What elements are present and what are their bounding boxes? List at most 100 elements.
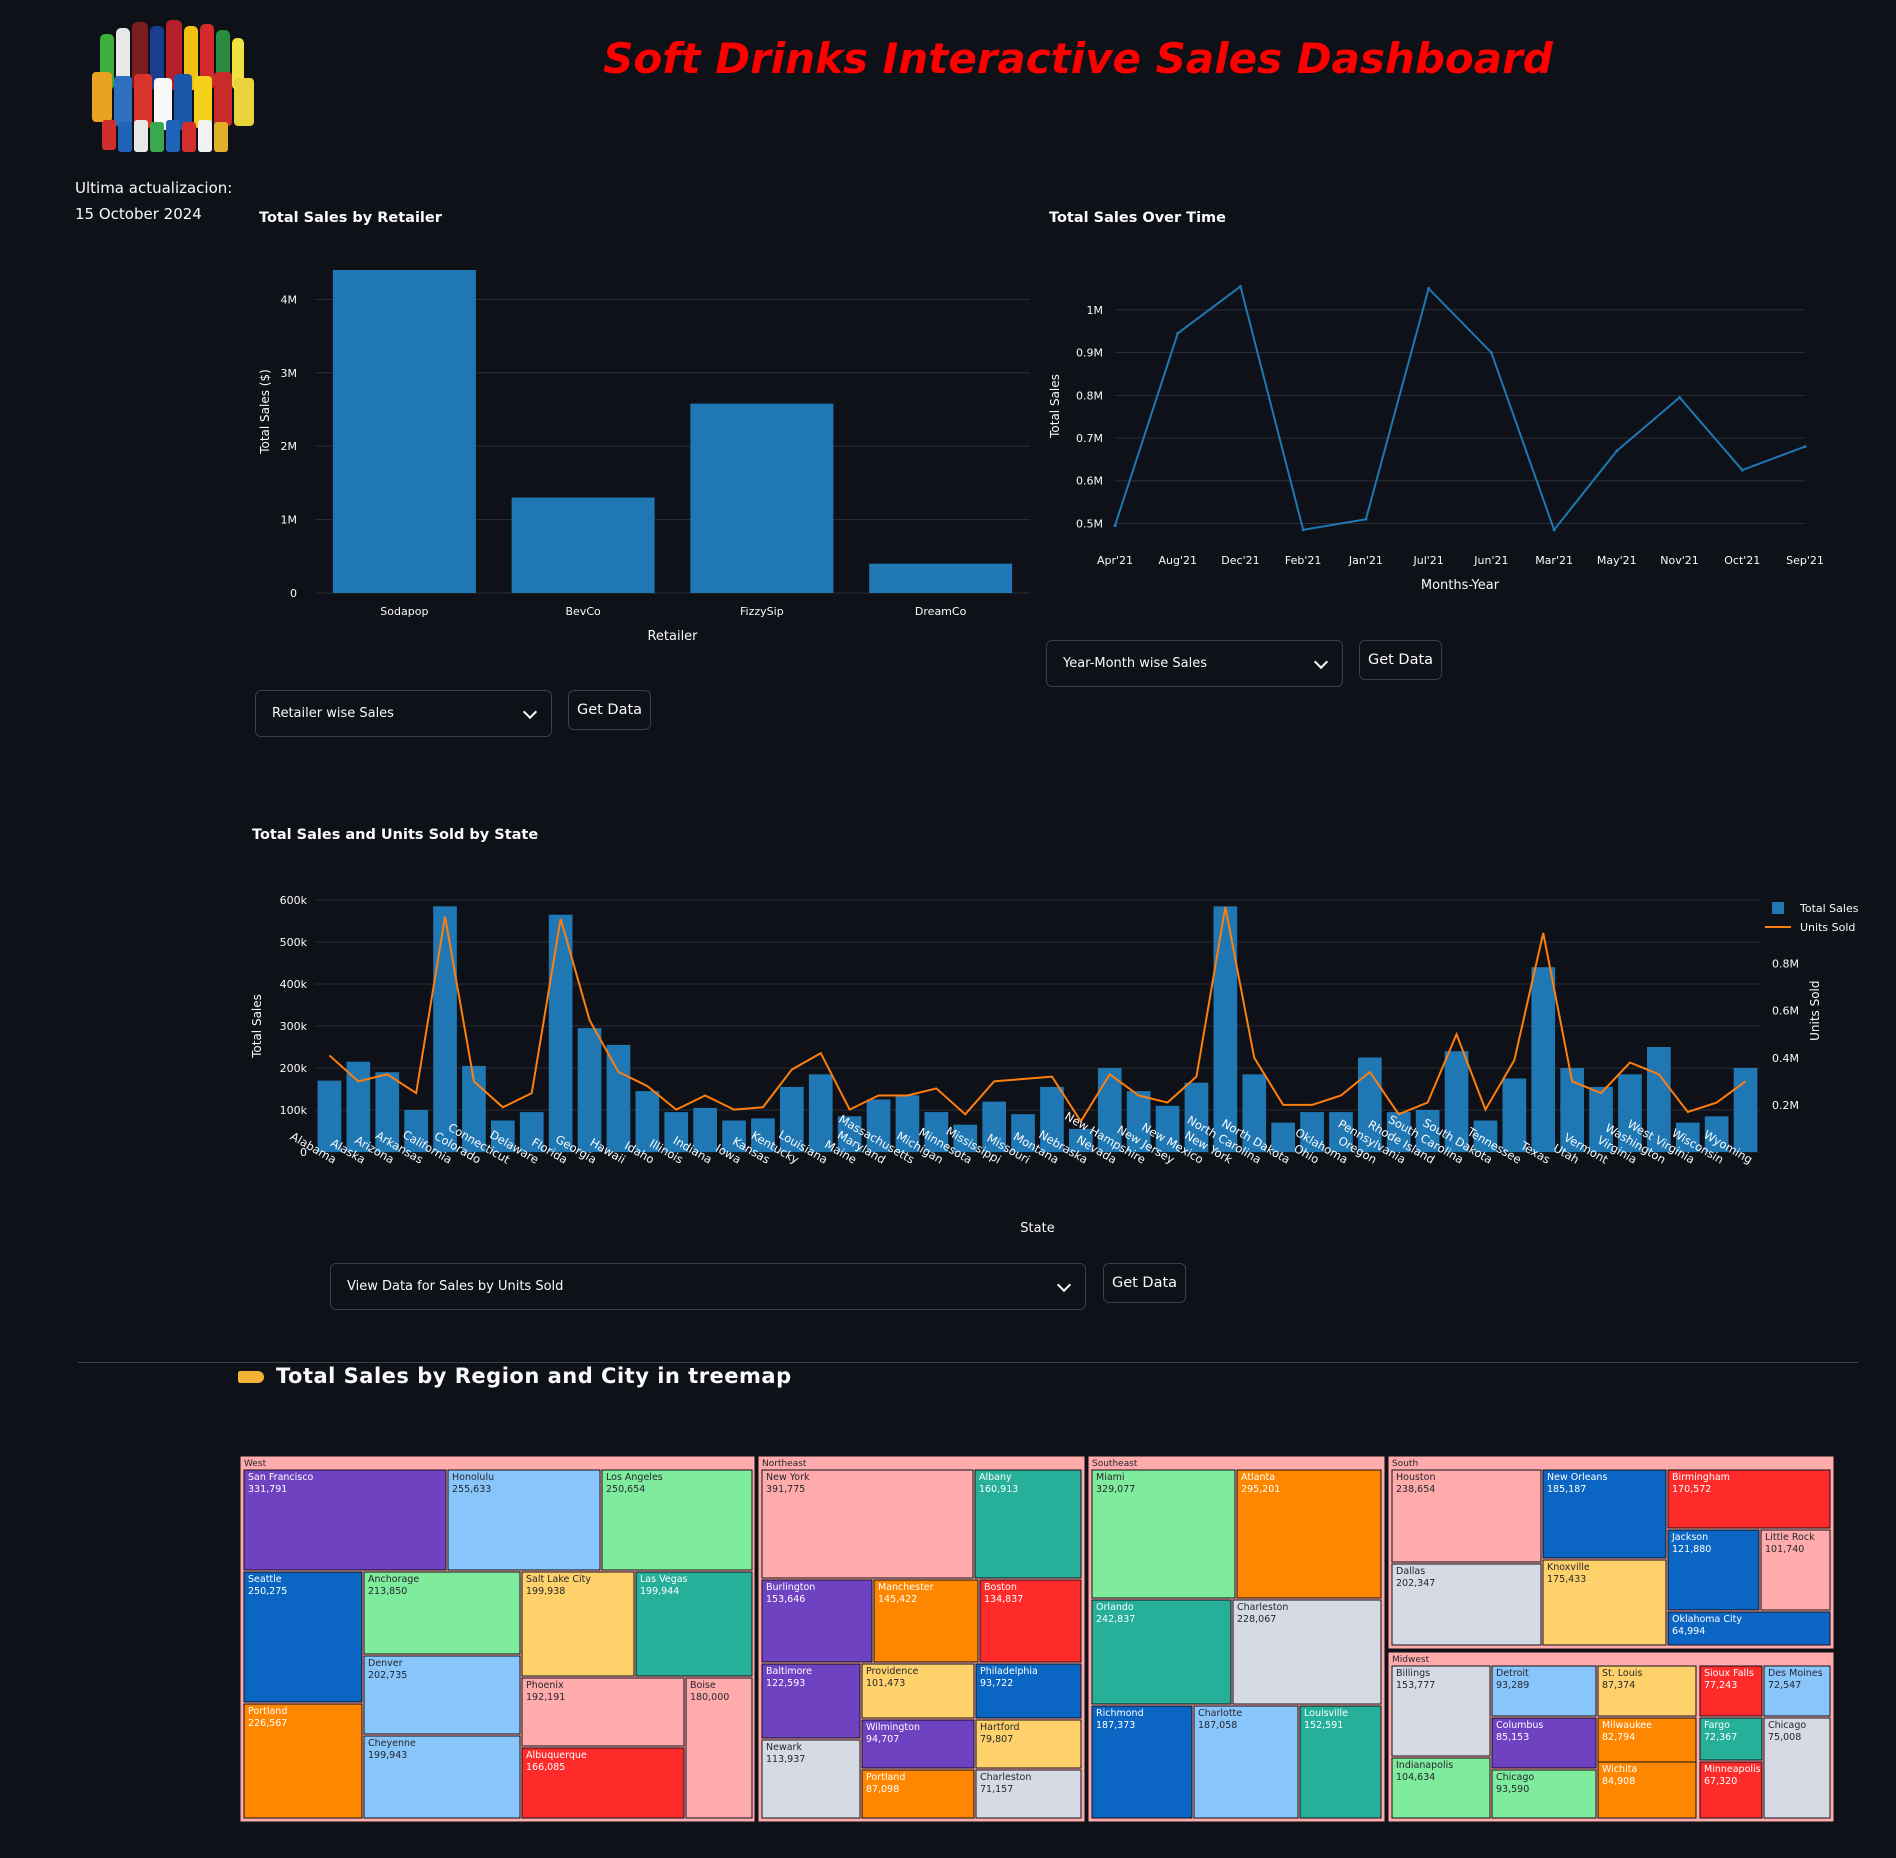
state-get-data-button[interactable]: Get Data: [1103, 1263, 1186, 1303]
city-value: 87,374: [1602, 1680, 1635, 1691]
state-bar: [1386, 1112, 1411, 1152]
line-point: [1740, 468, 1744, 472]
city-value: 187,058: [1198, 1720, 1237, 1731]
line-point: [1615, 449, 1619, 453]
city-value: 93,590: [1496, 1784, 1529, 1795]
state-bar: [1415, 1110, 1440, 1152]
state-bar: [1271, 1122, 1295, 1152]
y-tick-label: 0.6M: [1076, 475, 1103, 488]
region-label: West: [244, 1459, 267, 1469]
y-tick-label: 3M: [281, 367, 298, 380]
city-cell: [1597, 1717, 1697, 1769]
city-value: 72,367: [1704, 1732, 1737, 1743]
legend-total-sales-swatch: [1772, 902, 1784, 914]
city-cell: [1391, 1757, 1491, 1819]
city-value: 242,837: [1096, 1614, 1135, 1625]
city-cell: [1232, 1599, 1382, 1705]
city-cell: [1391, 1469, 1542, 1563]
state-bar: [1704, 1116, 1729, 1152]
x-tick-label: Oct'21: [1724, 554, 1760, 567]
state-chart-title: Total Sales and Units Sold by State: [252, 827, 539, 843]
city-value: 226,567: [248, 1718, 287, 1729]
state-bar: [1213, 906, 1238, 1152]
city-label: Honolulu: [452, 1472, 494, 1483]
city-cell: [974, 1469, 1082, 1579]
line-point: [1301, 528, 1305, 532]
time-get-data-button[interactable]: Get Data: [1359, 640, 1442, 680]
city-cell: [363, 1735, 521, 1819]
state-bar: [693, 1107, 717, 1152]
city-label: Portland: [248, 1706, 287, 1717]
state-select[interactable]: View Data for Sales by Units Sold: [330, 1263, 1086, 1310]
city-cell: [861, 1663, 975, 1719]
city-label: Seattle: [248, 1574, 282, 1585]
y-axis-label: Total Sales: [250, 994, 264, 1059]
city-value: 93,289: [1496, 1680, 1529, 1691]
soft-drinks-logo: [92, 20, 254, 152]
y-tick-label: 0.7M: [1076, 432, 1103, 445]
city-value: 153,646: [766, 1594, 805, 1605]
city-cell: [685, 1677, 753, 1819]
x-tick-label: Mar'21: [1535, 554, 1573, 567]
city-cell: [1699, 1717, 1763, 1761]
last-update: Ultima actualizacion: 15 October 2024: [75, 175, 232, 227]
region-label: Northeast: [762, 1459, 807, 1469]
bar-bevco: [511, 497, 655, 593]
x-tick-label: Sodapop: [380, 605, 428, 618]
city-cell: [447, 1469, 601, 1571]
x-tick-label: BevCo: [566, 605, 602, 618]
city-value: 134,837: [984, 1594, 1023, 1605]
retailer-select[interactable]: Retailer wise Sales: [255, 690, 552, 737]
x-tick-label: Jul'21: [1412, 554, 1443, 567]
state-bar: [317, 1080, 342, 1152]
city-cell: [601, 1469, 753, 1571]
last-update-label: Ultima actualizacion:: [75, 179, 233, 197]
chevron-down-icon: [522, 704, 538, 719]
city-label: Portland: [866, 1772, 905, 1783]
city-value: 79,807: [980, 1734, 1013, 1745]
city-value: 187,373: [1096, 1720, 1135, 1731]
city-value: 104,634: [1396, 1772, 1435, 1783]
city-label: Billings: [1396, 1668, 1430, 1679]
state-bar: [1473, 1120, 1498, 1152]
city-value: 64,994: [1672, 1626, 1705, 1637]
y-tick-label: 500k: [280, 936, 308, 949]
bar-fizzysip: [690, 403, 834, 593]
state-bar: [1011, 1114, 1035, 1152]
x-tick-label: Nov'21: [1660, 554, 1699, 567]
y2-tick-label: 0.2M: [1772, 1099, 1799, 1112]
city-cell: [761, 1579, 873, 1663]
retailer-sales-chart: 0 1M 2M 3M 4M Sodapop BevCo FizzySip DreamCo Reta…: [258, 270, 1030, 644]
line-point: [1176, 331, 1180, 335]
city-cell: [1091, 1599, 1232, 1705]
city-value: 160,913: [979, 1484, 1018, 1495]
city-cell: [243, 1703, 363, 1819]
city-value: 202,347: [1396, 1578, 1435, 1589]
city-label: Richmond: [1096, 1708, 1144, 1719]
city-value: 84,908: [1602, 1776, 1635, 1787]
y-tick-label: 400k: [280, 978, 308, 991]
state-bar: [519, 1112, 544, 1152]
legend-units-sold: Units Sold: [1800, 921, 1855, 934]
city-value: 153,777: [1396, 1680, 1435, 1691]
city-label: Houston: [1396, 1472, 1435, 1483]
city-label: Las Vegas: [640, 1574, 688, 1585]
city-cell: [1763, 1717, 1831, 1819]
city-label: Dallas: [1396, 1566, 1425, 1577]
city-label: Little Rock: [1765, 1532, 1815, 1543]
city-label: Newark: [766, 1742, 802, 1753]
city-value: 329,077: [1096, 1484, 1135, 1495]
retailer-get-data-button[interactable]: Get Data: [568, 690, 651, 730]
city-cell: [521, 1677, 685, 1747]
state-bar: [837, 1116, 862, 1152]
city-cell: [1091, 1469, 1236, 1599]
city-label: Sioux Falls: [1704, 1668, 1754, 1679]
city-value: 185,187: [1547, 1484, 1586, 1495]
state-bar: [1618, 1074, 1642, 1152]
city-value: 93,722: [980, 1678, 1013, 1689]
time-select[interactable]: Year-Month wise Sales: [1046, 640, 1343, 687]
state-bar: [751, 1118, 775, 1152]
